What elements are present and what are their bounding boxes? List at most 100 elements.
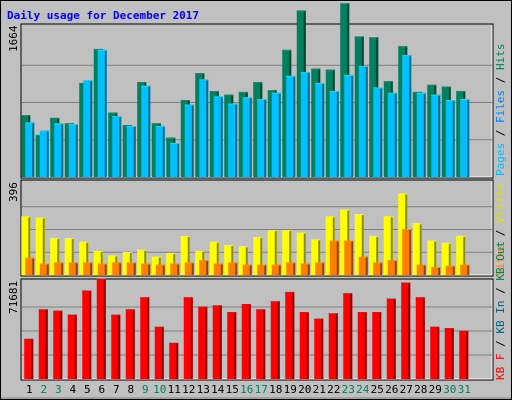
svg-text:Pages / Files / Hits: Pages / Files / Hits bbox=[494, 44, 507, 177]
mid-bar-visits bbox=[383, 216, 393, 275]
bot-bar-kb-f bbox=[53, 310, 63, 379]
day-label: 7 bbox=[113, 383, 120, 396]
top-bar-pages bbox=[416, 92, 426, 177]
svg-text:Sites / Visits: Sites / Visits bbox=[494, 183, 507, 276]
top-bar-pages bbox=[445, 99, 455, 177]
mid-bar-visits bbox=[224, 245, 234, 275]
bot-bar-kb-f bbox=[140, 297, 150, 379]
mid-bar-sites bbox=[54, 262, 64, 275]
legend-pages: Pages bbox=[494, 143, 507, 176]
day-label: 17 bbox=[255, 383, 268, 396]
mid-bar-visits bbox=[180, 235, 190, 275]
day-label: 21 bbox=[313, 383, 326, 396]
mid-bar-sites bbox=[213, 263, 223, 275]
mid-bar-sites bbox=[39, 263, 49, 275]
bot-bar-kb-f bbox=[343, 293, 353, 379]
mid-bar-sites bbox=[445, 265, 455, 275]
mid-bar-sites bbox=[184, 262, 194, 275]
mid-bar-visits bbox=[64, 238, 74, 275]
legend-kbin: KB In bbox=[494, 301, 507, 334]
bot-bar-kb-f bbox=[299, 312, 309, 379]
bot-bar-kb-f bbox=[227, 312, 237, 379]
bot-bar-kb-f bbox=[125, 309, 135, 379]
mid-bar-sites bbox=[155, 264, 165, 275]
top-bar-pages bbox=[358, 65, 368, 177]
mid-bar-sites bbox=[170, 263, 180, 275]
top-bar-pages bbox=[344, 74, 354, 177]
mid-bar-visits bbox=[35, 217, 45, 275]
mid-bar-sites bbox=[25, 257, 35, 275]
legend-sites: Sites bbox=[494, 243, 507, 276]
legend-hits: Hits bbox=[494, 44, 507, 71]
mid-bar-sites bbox=[242, 264, 252, 275]
svg-text:KB F / KB In / KB Out: KB F / KB In / KB Out bbox=[494, 241, 507, 380]
day-label: 18 bbox=[269, 383, 282, 396]
top-bar-pages bbox=[402, 55, 412, 177]
mid-bar-sites bbox=[257, 264, 267, 275]
legend-kbf: KB F bbox=[494, 354, 507, 381]
day-label: 19 bbox=[284, 383, 297, 396]
bot-bar-kb-f bbox=[24, 338, 34, 379]
mid-bar-sites bbox=[286, 262, 296, 275]
top-bar-pages bbox=[300, 72, 310, 177]
legend-kbout: KB Out bbox=[494, 241, 507, 281]
day-label: 29 bbox=[429, 383, 442, 396]
day-label: 25 bbox=[371, 383, 384, 396]
top-bar-pages bbox=[431, 94, 441, 177]
bot-bar-kb-f bbox=[154, 326, 164, 379]
bot-bar-kb-f bbox=[386, 298, 396, 379]
mid-bar-sites bbox=[83, 262, 93, 275]
mid-bar-sites bbox=[112, 262, 122, 275]
mid-bar-visits bbox=[79, 241, 89, 275]
mid-bar-sites bbox=[416, 264, 426, 275]
top-bar-pages bbox=[199, 79, 209, 177]
day-label: 27 bbox=[400, 383, 413, 396]
bot-bar-kb-f bbox=[96, 278, 106, 379]
top-bar-pages bbox=[126, 125, 136, 177]
mid-bar-visits bbox=[354, 214, 364, 275]
top-bar-pages bbox=[286, 75, 296, 177]
bot-bar-kb-f bbox=[430, 326, 440, 379]
mid-bar-sites bbox=[329, 240, 339, 275]
bot-bar-kb-f bbox=[38, 309, 48, 379]
mid-bar-sites bbox=[344, 240, 354, 275]
top-bar-pages bbox=[68, 124, 78, 177]
day-label: 6 bbox=[98, 383, 105, 396]
day-label: 1 bbox=[26, 383, 33, 396]
bot-bar-kb-f bbox=[256, 309, 266, 379]
top-bar-pages bbox=[373, 87, 383, 177]
mid-bar-sites bbox=[402, 229, 412, 275]
mid-bar-sites bbox=[300, 263, 310, 275]
top-bar-pages bbox=[83, 80, 93, 177]
mid-bar-visits bbox=[137, 249, 147, 275]
day-label: 9 bbox=[142, 383, 149, 396]
day-label: 30 bbox=[443, 383, 456, 396]
day-label: 31 bbox=[458, 383, 471, 396]
mid-bar-sites bbox=[431, 266, 441, 275]
mid-bar-visits bbox=[282, 230, 292, 275]
mid-bar-visits bbox=[93, 250, 103, 275]
day-label: 11 bbox=[168, 383, 181, 396]
mid-bar-sites bbox=[199, 260, 209, 275]
day-label: 23 bbox=[342, 383, 355, 396]
top-bar-pages bbox=[271, 92, 281, 177]
day-label: 4 bbox=[69, 383, 76, 396]
bot-bar-kb-f bbox=[372, 312, 382, 379]
top-bar-pages bbox=[315, 82, 325, 177]
top-bar-pages bbox=[39, 130, 49, 177]
mid-bar-visits bbox=[412, 223, 422, 275]
top-bar-pages bbox=[184, 104, 194, 177]
bot-bar-kb-f bbox=[314, 318, 324, 379]
top-bar-pages bbox=[170, 142, 180, 177]
day-label: 13 bbox=[197, 383, 210, 396]
day-label: 24 bbox=[356, 383, 370, 396]
bot-bar-kb-f bbox=[198, 306, 208, 379]
mid-bar-visits bbox=[253, 237, 263, 275]
mid-bar-sites bbox=[97, 263, 107, 275]
mid-bar-visits bbox=[209, 241, 219, 275]
bot-bar-kb-f bbox=[415, 297, 425, 379]
day-label: 2 bbox=[40, 383, 47, 396]
day-label: 20 bbox=[298, 383, 311, 396]
day-label: 12 bbox=[182, 383, 195, 396]
mid-bar-sites bbox=[315, 262, 325, 275]
